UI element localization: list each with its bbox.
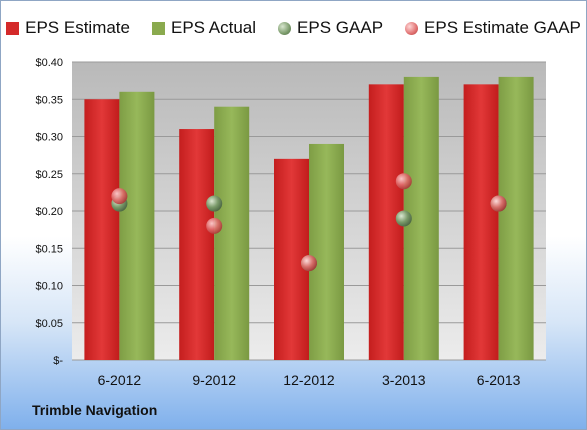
legend-label-eps-gaap: EPS GAAP: [297, 18, 384, 37]
y-tick-label: $-: [53, 355, 63, 367]
bar-eps-estimate: [179, 129, 215, 360]
bar-eps-actual: [498, 76, 534, 361]
bar-eps-actual: [309, 143, 344, 360]
legend-item-eps-estimate-gaap: EPS Estimate GAAP: [405, 18, 581, 38]
legend-swatch-eps-estimate: [6, 21, 20, 35]
y-tick-label: $0.15: [35, 243, 63, 255]
bar-eps-estimate: [84, 99, 120, 360]
point-eps-estimate-gaap: [206, 217, 223, 234]
y-tick-label: $0.40: [35, 57, 63, 69]
y-tick-label: $0.30: [35, 132, 63, 144]
legend-marker-eps-estimate-gaap: [405, 21, 419, 35]
y-tick-label: $0.35: [35, 94, 63, 106]
bar-eps-actual: [119, 91, 155, 361]
legend-label-eps-estimate-gaap: EPS Estimate GAAP: [424, 18, 581, 37]
x-tick-label: 9-2012: [192, 372, 236, 388]
legend-label-eps-estimate: EPS Estimate: [25, 18, 130, 37]
x-tick-label: 6-2013: [477, 372, 521, 388]
x-tick-label: 12-2012: [283, 372, 335, 388]
point-eps-gaap: [395, 210, 412, 227]
legend-marker-eps-gaap: [278, 21, 292, 35]
point-eps-estimate-gaap: [111, 188, 128, 205]
point-eps-estimate-gaap: [395, 173, 412, 190]
chart-legend: EPS Estimate EPS Actual EPS GAAP EPS Est…: [0, 14, 587, 42]
legend-item-eps-actual: EPS Actual: [151, 18, 257, 38]
point-eps-estimate-gaap: [490, 195, 507, 212]
y-tick-label: $0.10: [35, 281, 63, 293]
x-tick-label: 3-2013: [382, 372, 426, 388]
bar-eps-actual: [214, 106, 250, 360]
y-tick-label: $0.25: [35, 169, 63, 181]
legend-item-eps-estimate: EPS Estimate: [6, 18, 130, 38]
point-eps-estimate-gaap: [301, 255, 317, 272]
legend-item-eps-gaap: EPS GAAP: [278, 18, 383, 38]
bar-eps-estimate: [463, 84, 499, 360]
y-tick-label: $0.20: [35, 206, 63, 218]
legend-label-eps-actual: EPS Actual: [170, 18, 257, 37]
x-tick-label: 6-2012: [98, 372, 142, 388]
legend-swatch-eps-actual: [151, 21, 165, 35]
footer-label: Trimble Navigation: [32, 402, 158, 418]
point-eps-gaap: [206, 195, 223, 212]
y-tick-label: $0.05: [35, 318, 63, 330]
